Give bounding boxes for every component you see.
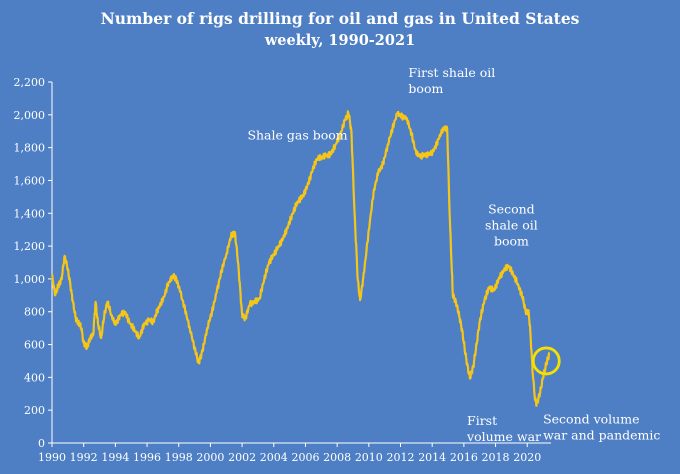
- x-tick-label: 2010: [355, 451, 383, 464]
- x-tick-label: 2002: [228, 451, 256, 464]
- chart-subtitle: weekly, 1990-2021: [264, 32, 415, 49]
- x-tick-label: 1990: [38, 451, 66, 464]
- chart-title: Number of rigs drilling for oil and gas …: [101, 9, 580, 28]
- y-tick-label: 600: [24, 339, 45, 352]
- y-tick-label: 1,400: [14, 207, 46, 220]
- x-tick-label: 1992: [70, 451, 98, 464]
- y-tick-label: 1,600: [14, 174, 46, 187]
- x-tick-label: 2014: [418, 451, 446, 464]
- x-tick-label: 2018: [482, 451, 510, 464]
- y-tick-label: 2,000: [14, 109, 46, 122]
- annotation-label: Second volume war and pandemic: [543, 411, 660, 442]
- y-tick-label: 1,800: [14, 142, 46, 155]
- annotation-label: Shale gas boom: [247, 127, 347, 142]
- annotation-line: First shale oil: [408, 65, 495, 80]
- x-tick-label: 2016: [450, 451, 478, 464]
- highlight-circle: [531, 346, 561, 376]
- y-tick-label: 200: [24, 404, 45, 417]
- annotation-line: First: [467, 413, 497, 428]
- y-tick-label: 2,200: [14, 76, 46, 89]
- annotation-line: volume war: [466, 429, 541, 444]
- annotation-line: Second volume: [543, 411, 639, 426]
- annotation-line: Shale gas boom: [247, 127, 347, 142]
- y-tick-label: 400: [24, 371, 45, 384]
- rig-count-line: [50, 110, 551, 407]
- x-tick-label: 2000: [196, 451, 224, 464]
- annotation-label: First shale oil boom: [408, 65, 495, 96]
- x-tick-label: 2004: [260, 451, 288, 464]
- y-tick-label: 1,000: [14, 273, 46, 286]
- x-tick-label: 1994: [101, 451, 129, 464]
- annotation-line: boom: [494, 233, 529, 248]
- annotation-line: war and pandemic: [543, 427, 660, 442]
- y-tick-label: 800: [24, 306, 45, 319]
- x-tick-label: 1996: [133, 451, 161, 464]
- annotation-line: shale oil: [485, 217, 538, 232]
- x-tick-label: 2006: [291, 451, 319, 464]
- y-axis-ticks: 0 200 400 600 800 1,000 1,200 1,400 1,600 1,800 2,…: [14, 76, 52, 450]
- y-tick-label: 0: [38, 437, 45, 450]
- x-tick-label: 2020: [513, 451, 541, 464]
- y-tick-label: 1,200: [14, 240, 46, 253]
- x-axis-ticks: 1990 1992 1994 1996 1998 2000 2002 2004 2006 2008…: [38, 443, 541, 464]
- x-tick-label: 2012: [387, 451, 415, 464]
- annotation-label: First volume war: [466, 413, 541, 444]
- x-tick-label: 2008: [323, 451, 351, 464]
- annotation-line: Second: [488, 201, 535, 216]
- x-tick-label: 1998: [165, 451, 193, 464]
- annotation-label: Second shale oil boom: [485, 201, 538, 248]
- annotation-line: boom: [408, 81, 443, 96]
